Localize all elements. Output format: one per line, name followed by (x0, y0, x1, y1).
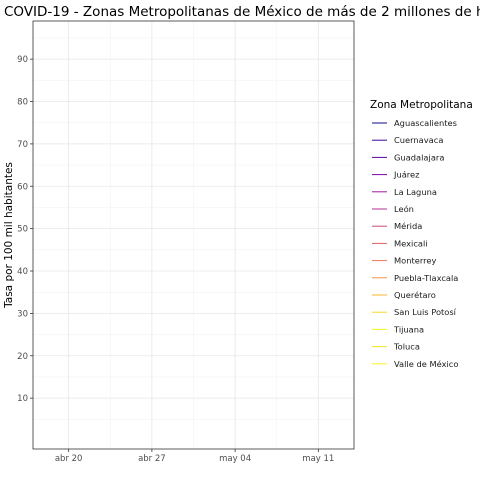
legend-label: Querétaro (394, 290, 436, 300)
y-tick-label: 60 (17, 182, 28, 192)
x-tick-label: may 11 (302, 454, 334, 464)
x-axis: abr 20 abr 27 may 04 may 11 (55, 449, 334, 464)
legend-item[interactable]: San Luis Potosí (372, 307, 457, 317)
legend-item[interactable]: Querétaro (372, 290, 436, 300)
legend-label: Aguascalientes (394, 118, 457, 128)
y-tick-label: 90 (17, 55, 28, 65)
legend-label: San Luis Potosí (394, 307, 457, 317)
legend-label: Monterrey (394, 256, 436, 266)
plot-panel (32, 20, 355, 450)
legend-label: León (394, 204, 414, 214)
x-tick-label: may 04 (219, 454, 251, 464)
y-tick-label: 40 (17, 267, 28, 277)
legend-title: Zona Metropolitana (370, 99, 473, 111)
legend-label: Puebla-Tlaxcala (394, 273, 458, 283)
legend-label: Tijuana (393, 324, 424, 334)
legend-item[interactable]: Tijuana (372, 324, 424, 334)
legend-label: Guadalajara (394, 152, 444, 162)
legend-item[interactable]: Guadalajara (372, 152, 444, 162)
legend-label: Juárez (393, 170, 419, 180)
y-tick-label: 80 (17, 98, 28, 108)
legend-item[interactable]: La Laguna (372, 187, 437, 197)
legend-label: Toluca (393, 342, 420, 352)
legend-item[interactable]: Mexicali (372, 238, 428, 248)
y-tick-label: 20 (17, 352, 28, 362)
plot-border (32, 20, 355, 450)
x-tick-label: abr 27 (138, 454, 166, 464)
y-tick-label: 30 (17, 309, 28, 319)
y-tick-label: 10 (17, 394, 28, 404)
y-axis: 10 20 30 40 50 60 70 80 90 (17, 55, 33, 404)
legend-item[interactable]: León (372, 204, 414, 214)
y-axis-title: Tasa por 100 mil habitantes (3, 162, 15, 309)
legend-label: Cuernavaca (394, 135, 443, 145)
chart-title: COVID-19 - Zonas Metropolitanas de Méxic… (4, 4, 480, 20)
legend-item[interactable]: Valle de México (372, 359, 458, 369)
legend-item[interactable]: Cuernavaca (372, 135, 443, 145)
legend-label: Mérida (394, 221, 422, 231)
legend-item[interactable]: Aguascalientes (372, 118, 457, 128)
y-tick-label: 50 (17, 225, 28, 235)
legend-item[interactable]: Puebla-Tlaxcala (372, 273, 458, 283)
legend-label: La Laguna (394, 187, 437, 197)
y-tick-label: 70 (17, 140, 28, 150)
legend-item[interactable]: Monterrey (372, 256, 436, 266)
legend-item[interactable]: Mérida (372, 221, 422, 231)
legend-item[interactable]: Toluca (372, 342, 420, 352)
legend-item[interactable]: Juárez (372, 170, 419, 180)
legend[interactable]: Zona Metropolitana Aguascalientes Cuernav… (370, 99, 473, 369)
legend-label: Valle de México (394, 359, 458, 369)
legend-label: Mexicali (394, 238, 428, 248)
x-tick-label: abr 20 (55, 454, 83, 464)
